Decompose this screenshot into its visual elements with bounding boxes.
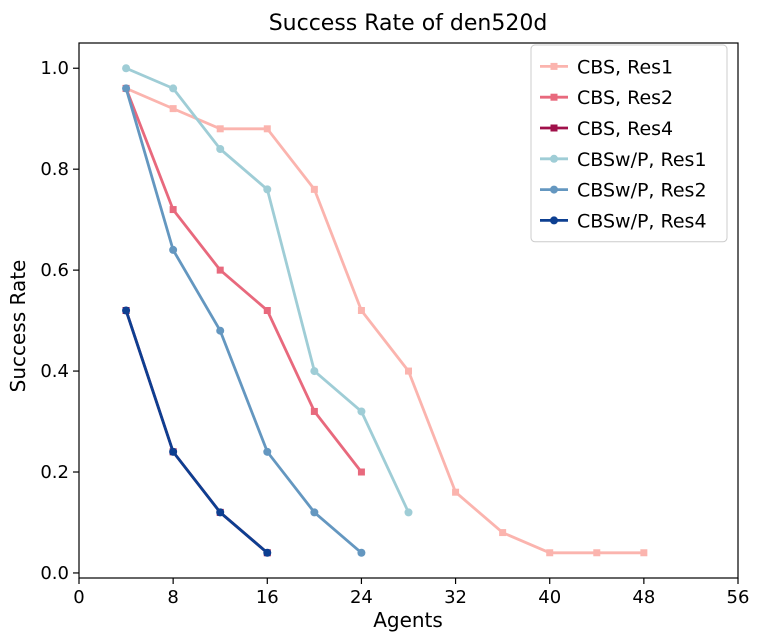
chart-title: Success Rate of den520d [269, 11, 548, 36]
data-point-marker [169, 105, 177, 113]
series-line [125, 87, 644, 555]
y-tick-label: 0.8 [40, 159, 69, 180]
series-line [124, 88, 363, 554]
legend-item: CBSw/P, Res2 [540, 180, 707, 202]
data-point-marker [169, 447, 178, 456]
x-tick-label: 8 [167, 587, 178, 608]
data-point-marker [216, 144, 225, 153]
data-point-marker [640, 549, 648, 557]
legend-marker [550, 93, 558, 101]
legend-label: CBSw/P, Res1 [577, 149, 707, 171]
plot-frame [78, 42, 739, 579]
data-point-marker [216, 266, 224, 274]
y-tick-label: 1.0 [40, 58, 69, 79]
legend-marker [550, 154, 558, 163]
legend-label: CBSw/P, Res4 [577, 210, 707, 232]
y-tick-label: 0.6 [40, 260, 69, 281]
y-tick-label: 0.2 [40, 462, 69, 483]
legend-label: CBS, Res1 [577, 56, 673, 78]
data-point-marker [310, 508, 319, 517]
series-line [125, 66, 410, 513]
series-line [124, 310, 269, 554]
data-point-marker [357, 307, 365, 314]
data-point-marker [310, 185, 318, 193]
series-5 [122, 84, 366, 557]
legend-marker [550, 216, 558, 225]
legend-item: CBS, Res4 [540, 118, 673, 140]
legend-label: CBSw/P, Res2 [577, 180, 707, 202]
data-point-marker [122, 84, 131, 93]
data-point-marker [169, 206, 177, 214]
data-point-marker [122, 64, 131, 73]
data-point-marker [357, 548, 366, 557]
data-point-marker [357, 468, 365, 476]
data-point-marker [405, 367, 412, 375]
data-point-marker [310, 407, 318, 415]
legend-label: CBS, Res4 [577, 118, 673, 140]
x-tick-label: 24 [350, 587, 373, 608]
series-line [124, 310, 269, 554]
data-point-marker [216, 125, 224, 133]
data-point-marker [216, 326, 225, 335]
data-point-marker [452, 488, 460, 496]
x-tick-label: 40 [538, 587, 561, 608]
data-point-marker [122, 306, 131, 315]
legend-label: CBS, Res2 [577, 87, 673, 109]
x-axis-title: Agents [373, 608, 443, 632]
legend-item: CBS, Res1 [540, 56, 673, 78]
series-line [124, 87, 363, 473]
y-axis-title: Success Rate [6, 260, 30, 393]
data-point-marker [263, 185, 272, 194]
y-tick-label: 0.0 [40, 563, 69, 584]
legend-item: CBS, Res2 [540, 87, 673, 109]
axes: 0 8 16 24 32 40 48 56 0.0 0.2 0.4 0.6 0.8 1.0 [40, 42, 750, 608]
data-point-marker [593, 549, 601, 557]
legend-marker [550, 185, 558, 194]
data-point-marker [499, 529, 507, 537]
legend-marker [550, 124, 558, 132]
legend-box [530, 44, 728, 243]
legend-marker [550, 62, 558, 70]
legend-item: CBSw/P, Res1 [540, 149, 707, 171]
y-tick-label: 0.4 [40, 361, 69, 382]
x-tick-label: 56 [727, 587, 750, 608]
series-6 [122, 306, 272, 557]
data-point-marker [404, 508, 413, 517]
x-tick-label: 48 [632, 587, 655, 608]
data-point-marker [169, 84, 178, 93]
legend: CBS, Res1 CBS, Res2 CBS, Res4 CBSw/P, Res1 C… [530, 44, 728, 243]
plot-area [122, 64, 648, 557]
data-point-marker [263, 447, 272, 456]
x-tick-label: 16 [256, 587, 279, 608]
series-4 [122, 64, 413, 517]
series-3 [122, 307, 271, 557]
data-point-marker [357, 407, 366, 416]
legend-item: CBSw/P, Res4 [540, 210, 707, 232]
data-point-marker [546, 549, 554, 557]
data-point-marker [169, 245, 178, 254]
data-point-marker [263, 125, 271, 133]
data-point-marker [263, 548, 272, 557]
data-point-marker [310, 367, 319, 376]
series-2 [122, 84, 365, 476]
data-point-marker [216, 508, 225, 517]
x-tick-label: 0 [73, 587, 84, 608]
data-point-marker [263, 307, 271, 314]
x-tick-label: 32 [444, 587, 467, 608]
